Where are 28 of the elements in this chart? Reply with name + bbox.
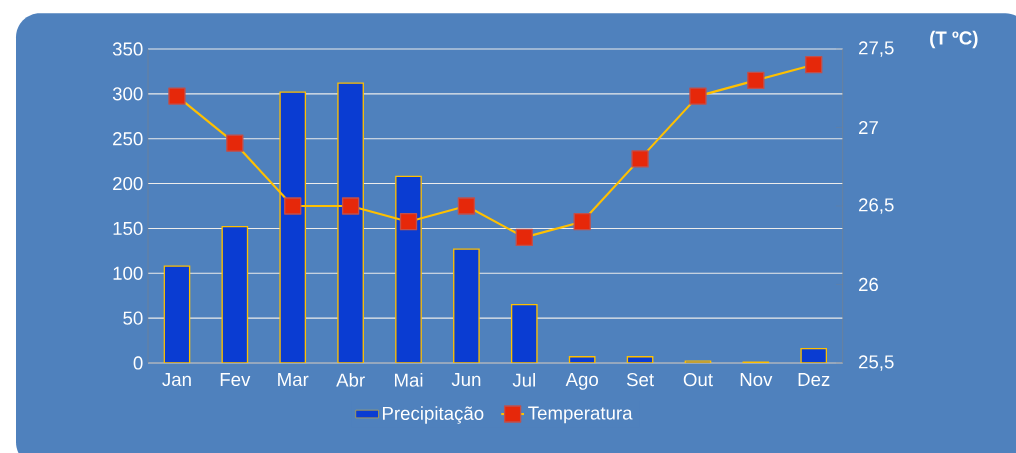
x-tick-label: Jun	[451, 373, 481, 387]
x-tick-label: Dez	[798, 373, 830, 387]
y-tick-label: 0	[133, 356, 143, 370]
x-tick-label: Mar	[278, 373, 309, 387]
y-tick-label: 150	[113, 221, 143, 236]
y2-tick-label: 25,5	[859, 355, 894, 371]
x-tick-label: Nov	[740, 373, 773, 387]
y2-axis-title: (T ºC)	[930, 30, 978, 49]
x-tick-label: Abr	[336, 373, 365, 387]
legend-label: Temperatura	[528, 406, 633, 424]
y2-tick-label: 26	[859, 277, 878, 292]
y-tick-label: 100	[113, 266, 143, 280]
x-tick-label: Fev	[220, 373, 251, 387]
x-tick-label: Jul	[512, 373, 535, 387]
x-tick-label: Mai	[394, 373, 423, 387]
y-tick-label: 350	[112, 42, 143, 56]
y2-tick-label: 26,5	[859, 198, 894, 214]
x-tick-label: Out	[683, 373, 713, 387]
legend-label: Precipitação	[382, 406, 484, 424]
y2-tick-label: 27	[859, 120, 878, 135]
y-tick-label: 50	[123, 311, 143, 325]
y2-tick-label: 27,5	[859, 41, 894, 57]
y-tick-label: 200	[113, 176, 143, 191]
x-tick-label: Jan	[162, 373, 191, 387]
y-tick-label: 300	[112, 87, 143, 101]
x-tick-label: Ago	[565, 373, 598, 390]
y-tick-label: 250	[113, 132, 143, 146]
x-tick-label: Set	[626, 373, 654, 387]
